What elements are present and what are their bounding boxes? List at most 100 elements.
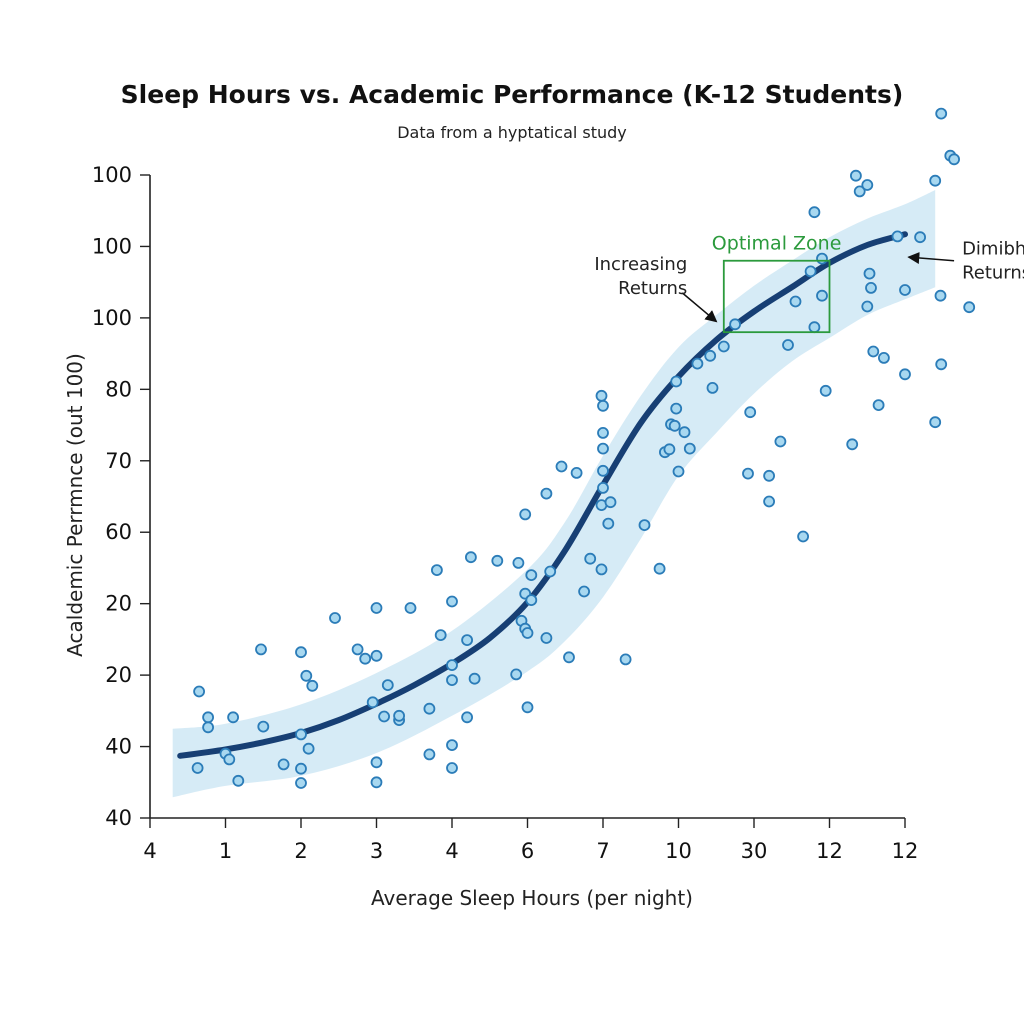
data-point — [193, 685, 206, 698]
data-point — [378, 710, 391, 723]
y-tick-label: 80 — [105, 377, 132, 401]
data-point — [295, 728, 307, 741]
data-points-layer — [191, 107, 976, 789]
data-point — [691, 357, 704, 370]
data-point — [853, 185, 866, 198]
data-point — [663, 443, 676, 456]
data-point — [255, 643, 267, 656]
data-point — [668, 419, 681, 432]
chart-subtitle: Data from a hyptatical study — [397, 123, 627, 142]
data-point — [653, 562, 666, 575]
data-point — [446, 739, 458, 751]
data-point — [370, 756, 383, 769]
data-point — [763, 495, 775, 508]
annotation-text: Increasing Returns — [594, 254, 687, 299]
data-point — [257, 720, 270, 733]
data-point — [584, 552, 597, 565]
annotation-text: DimibhedReturns — [962, 239, 1024, 284]
data-point — [935, 358, 948, 371]
data-point — [306, 679, 319, 692]
data-point — [774, 435, 787, 448]
data-point — [468, 672, 481, 685]
data-point — [934, 289, 947, 302]
data-point — [914, 231, 926, 244]
data-point — [202, 711, 215, 724]
data-point — [816, 252, 828, 265]
x-tick-label: 12 — [892, 839, 919, 863]
optimal-zone-layer: Optimal Zone — [712, 233, 841, 334]
x-tick-label: 12 — [816, 839, 843, 863]
data-point — [295, 777, 307, 789]
data-point — [423, 702, 436, 715]
data-point — [865, 281, 877, 294]
data-point — [512, 557, 525, 569]
data-point — [678, 426, 691, 439]
x-ticks: 4 1 2 3 4 6 7 10 30 12 12 — [143, 818, 918, 863]
data-point — [597, 481, 609, 494]
data-point — [295, 762, 307, 775]
data-point — [393, 709, 406, 722]
data-point — [434, 629, 447, 641]
data-point — [370, 649, 383, 662]
data-point — [540, 487, 553, 500]
data-point — [963, 301, 976, 314]
data-point — [563, 651, 575, 664]
data-point — [430, 564, 443, 576]
data-point — [595, 389, 608, 402]
data-point — [804, 265, 817, 278]
data-point — [704, 349, 717, 362]
data-point — [597, 464, 609, 477]
data-point — [789, 295, 802, 308]
y-tick-label: 60 — [105, 520, 132, 544]
data-point — [948, 153, 960, 166]
x-axis-label: Average Sleep Hours (per night) — [371, 886, 693, 910]
data-point — [763, 469, 775, 482]
data-point — [578, 585, 590, 598]
x-tick-label: 1 — [219, 839, 232, 863]
data-point — [461, 711, 474, 724]
data-point — [404, 602, 417, 614]
y-tick-label: 100 — [92, 163, 132, 187]
x-tick-label: 3 — [370, 839, 383, 863]
data-point — [223, 753, 236, 766]
y-axis-label: Acaldemic Perrmnce (out 100) — [63, 353, 87, 657]
data-point — [597, 399, 609, 412]
confidence-band-layer — [172, 190, 936, 798]
x-tick-label: 30 — [741, 839, 768, 863]
annotation-arrow — [681, 292, 718, 323]
data-point — [351, 643, 364, 656]
data-point — [867, 345, 880, 358]
data-point — [366, 696, 379, 709]
data-point — [525, 569, 538, 581]
data-point — [597, 426, 609, 439]
data-point — [670, 402, 683, 415]
data-point — [446, 595, 458, 608]
y-tick-label: 40 — [105, 735, 132, 759]
data-point — [782, 339, 794, 351]
data-point — [891, 230, 904, 243]
y-tick-label: 100 — [92, 234, 132, 258]
x-tick-label: 10 — [665, 839, 692, 863]
y-tick-label: 40 — [105, 806, 132, 830]
data-point — [540, 632, 553, 644]
data-point — [929, 416, 942, 429]
data-point — [863, 267, 876, 280]
data-point — [717, 340, 730, 353]
data-point — [861, 300, 874, 313]
data-point — [423, 748, 436, 761]
x-tick-label: 6 — [521, 839, 534, 863]
data-point — [510, 668, 523, 681]
data-point — [819, 384, 832, 397]
data-point — [729, 318, 741, 331]
data-point — [929, 174, 942, 187]
data-point — [521, 627, 534, 639]
y-tick-label: 100 — [92, 306, 132, 330]
data-point — [381, 679, 394, 691]
data-point — [808, 206, 821, 219]
data-point — [555, 460, 568, 473]
data-point — [597, 442, 609, 455]
data-point — [227, 711, 240, 724]
data-point — [816, 289, 828, 302]
